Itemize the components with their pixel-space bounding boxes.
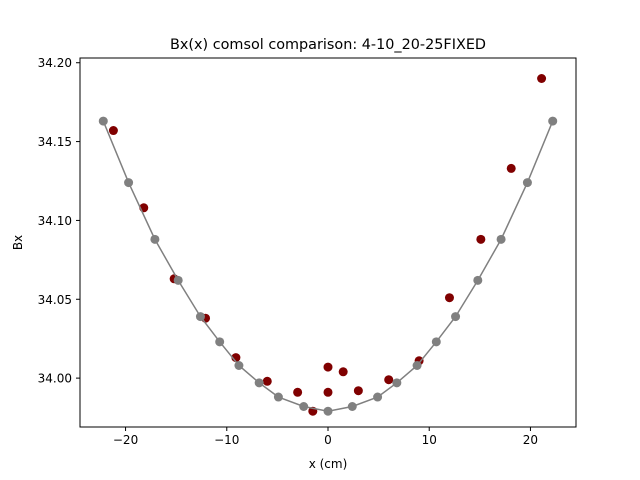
data-point — [476, 234, 486, 244]
x-tick-label: −10 — [214, 433, 239, 447]
data-point — [338, 367, 348, 377]
plot-area — [98, 74, 558, 416]
data-point — [373, 392, 383, 402]
data-point — [124, 178, 134, 188]
y-axis-ticks: 34.00 34.05 34.10 34.15 34.20 — [38, 56, 80, 386]
data-point — [293, 387, 303, 397]
data-point — [506, 163, 516, 173]
data-point — [548, 116, 558, 126]
data-point — [299, 402, 309, 411]
x-axis-ticks: −20 −10 0 10 20 — [113, 427, 538, 447]
data-point — [323, 362, 333, 372]
x-tick-label: 20 — [523, 433, 538, 447]
data-point — [353, 386, 363, 396]
data-point — [215, 337, 225, 347]
series-2 — [98, 116, 558, 416]
data-point — [254, 378, 264, 388]
data-point — [323, 406, 333, 416]
data-point — [451, 312, 461, 322]
data-point — [384, 375, 394, 385]
data-point — [173, 275, 183, 285]
y-tick-label: 34.15 — [38, 135, 72, 149]
data-point — [195, 312, 205, 322]
y-tick-label: 34.05 — [38, 293, 72, 307]
data-point — [496, 234, 506, 244]
x-tick-label: 0 — [324, 433, 332, 447]
data-point — [392, 378, 402, 388]
x-axis-label: x (cm) — [309, 457, 348, 471]
data-point — [347, 402, 357, 411]
data-point — [412, 361, 422, 370]
y-axis-label: Bx — [11, 235, 25, 250]
x-tick-label: −20 — [113, 433, 138, 447]
data-point — [323, 387, 333, 397]
data-point — [262, 376, 272, 386]
data-point — [431, 337, 441, 347]
data-point — [473, 275, 483, 285]
y-tick-label: 34.10 — [38, 214, 72, 228]
y-tick-label: 34.00 — [38, 372, 72, 386]
data-point — [522, 178, 532, 188]
data-point — [234, 361, 244, 370]
data-point — [150, 234, 160, 244]
y-tick-label: 34.20 — [38, 56, 72, 70]
chart-title: Bx(x) comsol comparison: 4-10_20-25FIXED — [170, 37, 486, 53]
x-tick-label: 10 — [422, 433, 437, 447]
data-point — [444, 293, 454, 303]
data-point — [98, 116, 108, 126]
data-point — [537, 74, 547, 83]
data-point — [273, 392, 283, 402]
data-point — [108, 126, 118, 136]
